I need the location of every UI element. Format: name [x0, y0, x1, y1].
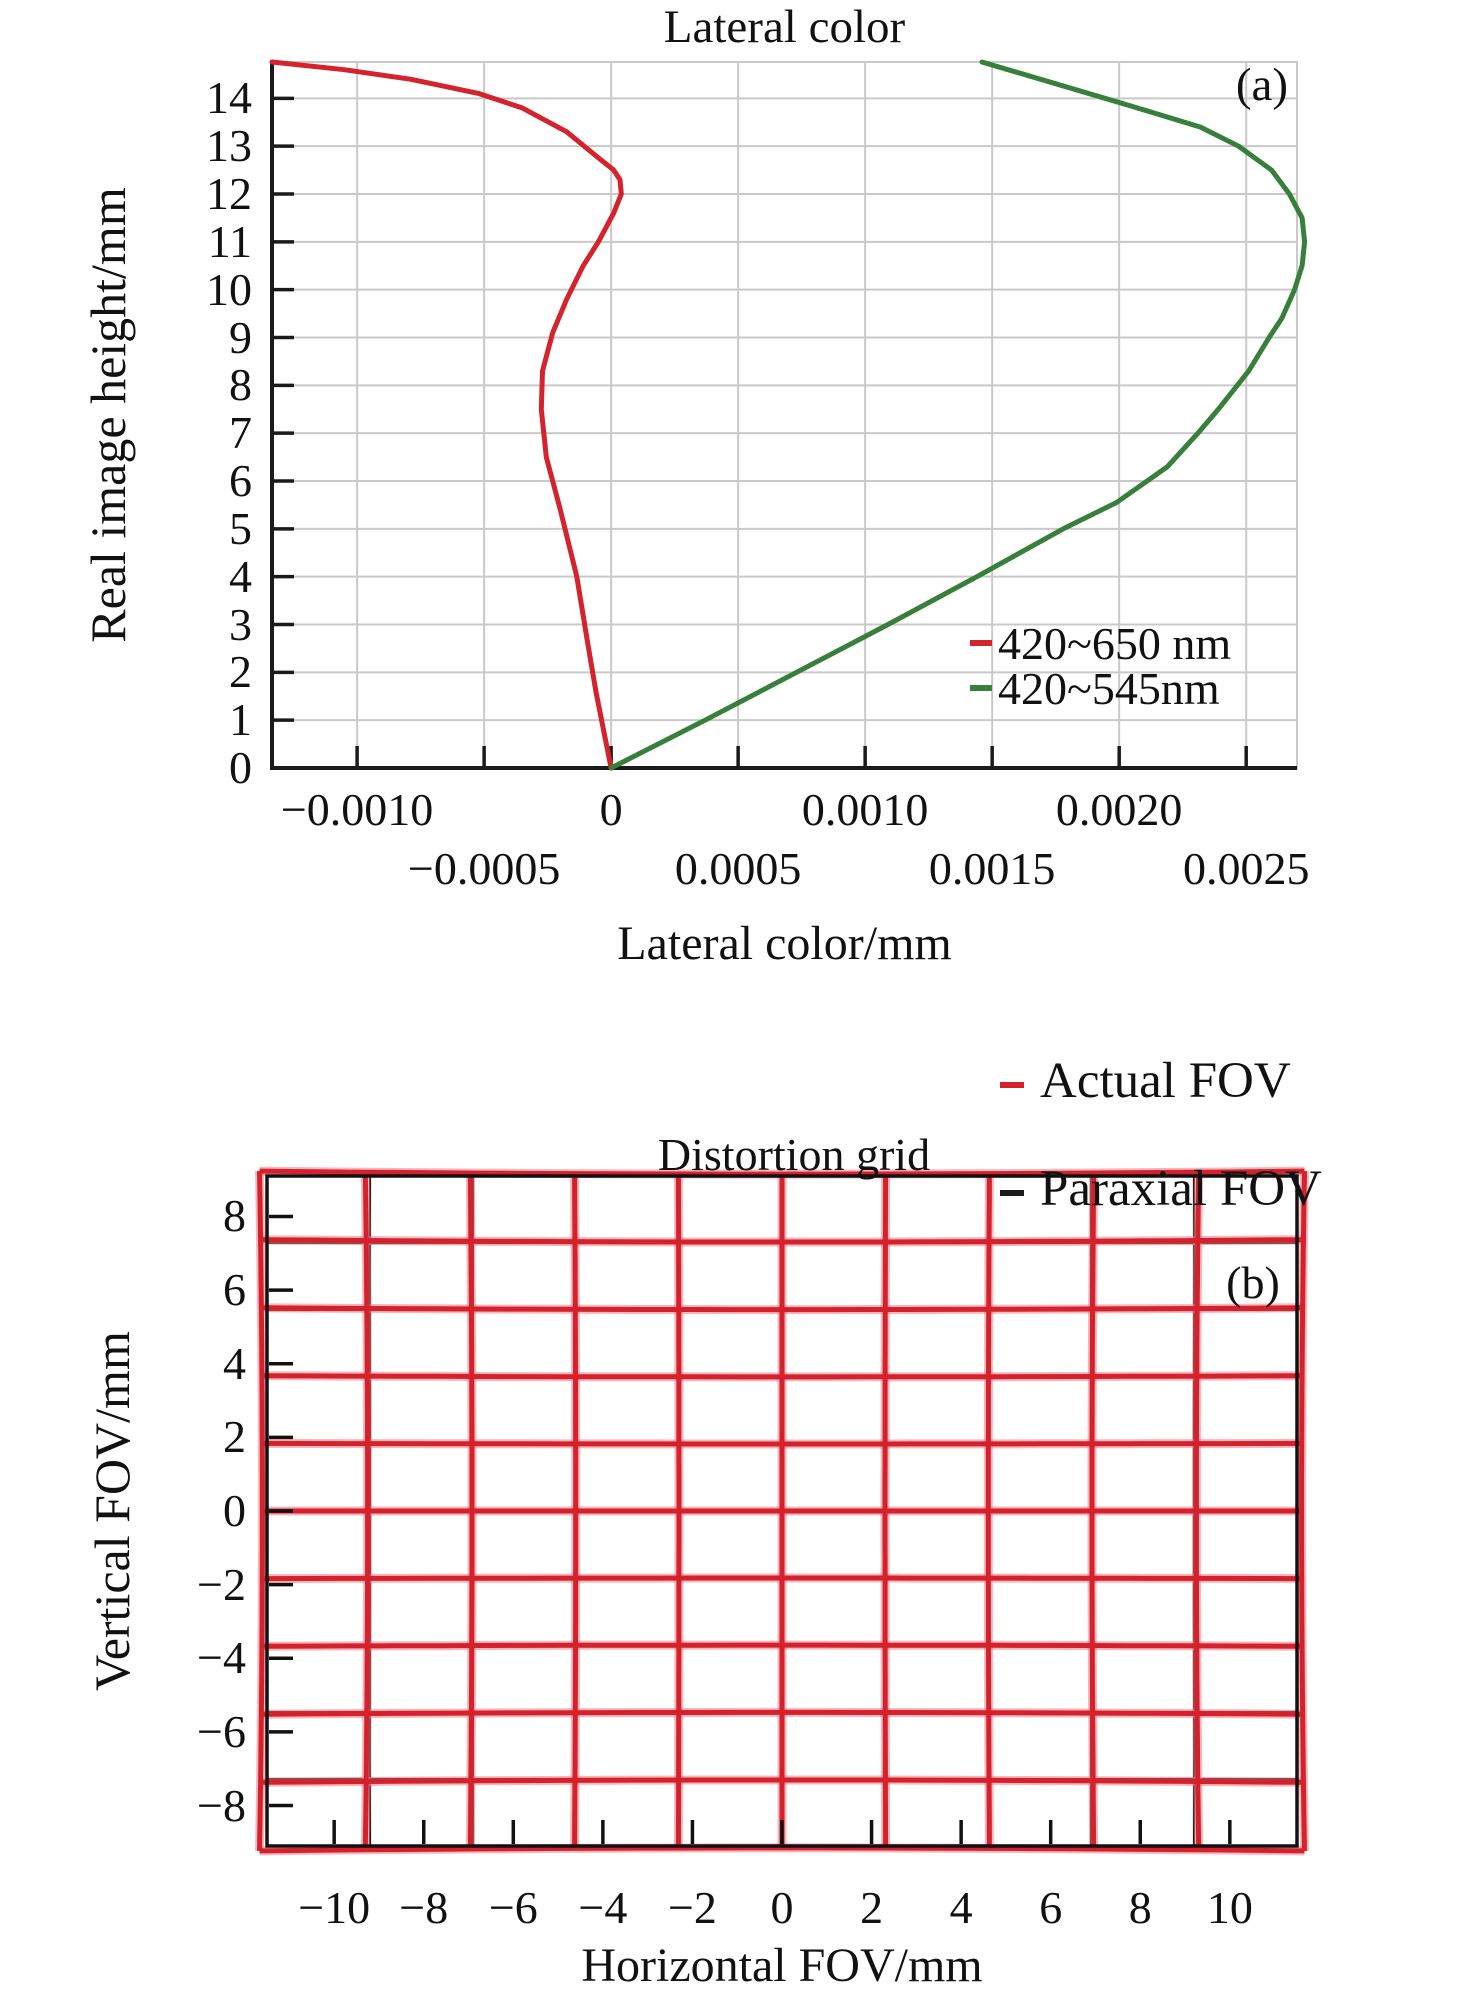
legend-b-dash-actual — [1000, 1082, 1024, 1088]
chart-b-xtick-label: −6 — [488, 1882, 538, 1933]
chart-a-xtick-label: 0.0005 — [674, 843, 802, 894]
chart-b-ytick-label: 8 — [223, 1190, 246, 1242]
chart-b-xlabel: Horizontal FOV/mm — [581, 1939, 983, 1992]
chart-b-canvas — [255, 1166, 1309, 1856]
chart-a-ytick-label: 10 — [206, 263, 252, 315]
chart-b-ytick-label: 4 — [223, 1337, 246, 1389]
chart-b-ytick-label: −4 — [197, 1632, 246, 1684]
chart-b-xtick-label: 2 — [860, 1882, 884, 1933]
chart-a-xtick-label: 0.0020 — [1055, 784, 1183, 835]
legend-a-dash-red — [970, 640, 992, 646]
chart-a-ytick-label: 14 — [206, 72, 252, 124]
chart-a-ytick-label: 5 — [229, 502, 252, 554]
chart-a-ytick-label: 1 — [229, 694, 252, 746]
chart-b-xtick-label: −10 — [298, 1882, 371, 1933]
chart-a-ylabel: Real image height/mm — [80, 187, 136, 643]
chart-a-xtick-label: 0.0010 — [801, 784, 929, 835]
chart-a-panel-label: (a) — [1235, 59, 1289, 111]
legend-a-label-green: 420~545nm — [998, 663, 1220, 714]
chart-b-xtick-label: 6 — [1039, 1882, 1063, 1933]
chart-b-xtick-label: 10 — [1206, 1882, 1253, 1933]
chart-a-xtick-label: −0.0005 — [407, 843, 561, 894]
chart-a-xlabel: Lateral color/mm — [617, 917, 952, 970]
chart-b-ytick-label: −6 — [197, 1705, 246, 1757]
chart-a-ytick-label: 4 — [229, 550, 252, 602]
chart-a-ytick-label: 8 — [229, 359, 252, 411]
legend-a-dash-green — [970, 685, 992, 691]
chart-b-ytick-label: 0 — [223, 1485, 246, 1536]
chart-b-ytick-label: −2 — [197, 1558, 246, 1610]
chart-a-canvas — [269, 59, 1308, 771]
chart-b-title: Distortion grid — [657, 1129, 931, 1180]
chart-a-ytick-label: 11 — [207, 215, 252, 267]
chart-b-xtick-label: −8 — [399, 1882, 449, 1933]
chart-b-ytick-label: 2 — [223, 1411, 246, 1463]
chart-b-xtick-label: 4 — [949, 1882, 973, 1933]
chart-b-panel-label: (b) — [1226, 1257, 1280, 1308]
chart-b-ytick-label: −8 — [197, 1779, 246, 1831]
legend-b-dash-paraxial — [1000, 1190, 1024, 1196]
chart-a-ytick-label: 0 — [229, 742, 252, 793]
chart-a-xtick-label: −0.0010 — [280, 784, 434, 835]
chart-a-xtick-label: 0.0015 — [928, 843, 1056, 894]
chart-a-xtick-label: 0 — [599, 784, 623, 835]
legend-a-label-red: 420~650 nm — [998, 618, 1232, 669]
chart-a-ytick-label: 6 — [229, 455, 252, 506]
chart-a-ytick-label: 12 — [206, 168, 252, 220]
chart-a-title: Lateral color — [663, 1, 906, 53]
chart-a-ytick-label: 2 — [229, 646, 252, 698]
chart-a-ytick-label: 9 — [229, 311, 252, 363]
legend-b-label-paraxial: Paraxial FOV — [1040, 1161, 1322, 1217]
chart-a-ytick-label: 3 — [229, 598, 252, 650]
chart-a-xtick-label: 0.0025 — [1182, 843, 1310, 894]
chart-b-xtick-label: 0 — [770, 1882, 794, 1933]
chart-a-ytick-label: 7 — [229, 407, 252, 459]
chart-a-ytick-label: 13 — [206, 120, 252, 172]
chart-b-ytick-label: 6 — [223, 1264, 246, 1316]
chart-b-xtick-label: −2 — [667, 1882, 717, 1933]
legend-b-label-actual: Actual FOV — [1040, 1053, 1291, 1109]
chart-b-xtick-label: 8 — [1128, 1882, 1152, 1933]
chart-b-xtick-label: −4 — [578, 1882, 628, 1933]
